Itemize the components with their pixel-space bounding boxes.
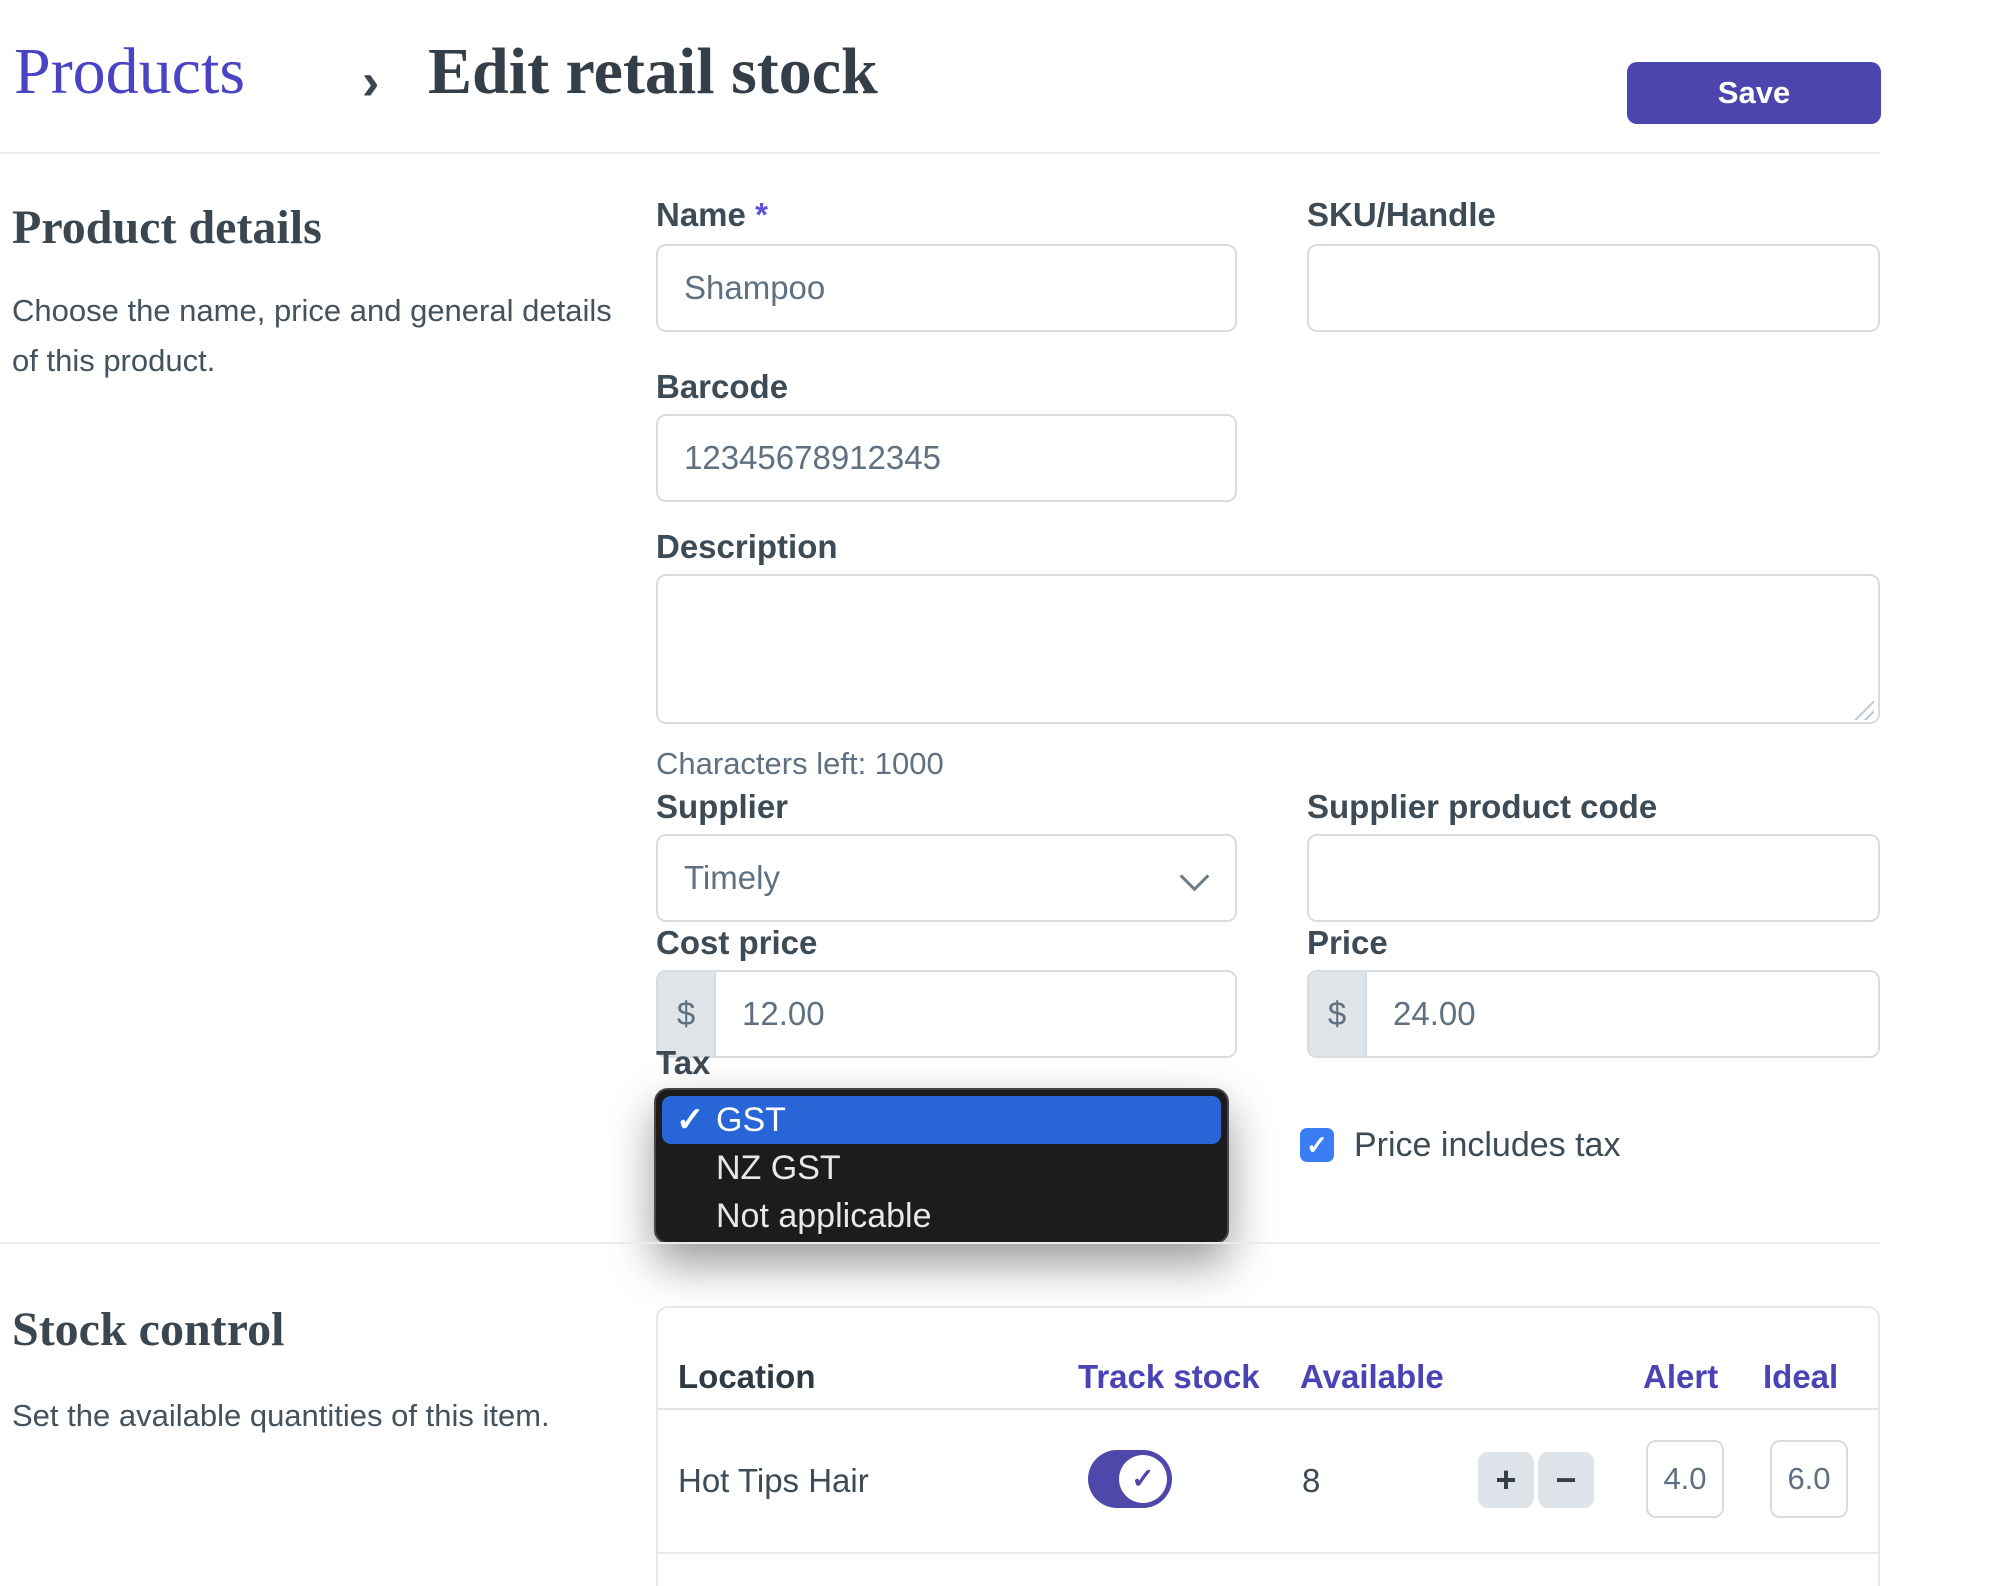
stock-control-heading: Stock control	[12, 1303, 285, 1356]
cost-price-input[interactable]	[716, 972, 1235, 1056]
alert-quantity-input[interactable]	[1646, 1440, 1724, 1518]
increment-available-button[interactable]: +	[1478, 1452, 1534, 1508]
barcode-label: Barcode	[656, 368, 789, 405]
table-row-divider	[658, 1552, 1878, 1554]
tax-option-nz-gst-label: NZ GST	[716, 1149, 841, 1187]
tax-option-nz-gst[interactable]: NZ GST	[662, 1144, 1221, 1192]
price-includes-tax-checkbox[interactable]: ✓	[1300, 1128, 1334, 1162]
barcode-input[interactable]	[656, 414, 1237, 502]
description-label: Description	[656, 528, 838, 565]
name-label-text: Name	[656, 196, 746, 233]
supplier-label: Supplier	[656, 788, 789, 825]
price-group: $	[1307, 970, 1880, 1058]
price-includes-tax-label: Price includes tax	[1354, 1126, 1621, 1164]
sku-handle-label: SKU/Handle	[1307, 196, 1496, 233]
price-currency-prefix: $	[1309, 972, 1367, 1056]
checkmark-icon: ✓	[1131, 1463, 1155, 1494]
available-count: 8	[1302, 1462, 1321, 1499]
column-header-alert: Alert	[1643, 1358, 1719, 1395]
stock-control-description: Set the available quantities of this ite…	[12, 1398, 550, 1433]
location-cell: Hot Tips Hair	[678, 1462, 869, 1499]
column-header-location: Location	[678, 1358, 816, 1395]
supplier-product-code-label: Supplier product code	[1307, 788, 1658, 825]
tax-option-gst[interactable]: ✓ GST	[662, 1096, 1221, 1144]
header-divider	[0, 152, 1880, 154]
description-textarea[interactable]	[656, 574, 1880, 724]
column-header-track-stock: Track stock	[1078, 1358, 1260, 1395]
cost-price-label: Cost price	[656, 924, 818, 961]
product-details-heading: Product details	[12, 201, 322, 254]
cost-price-group: $	[656, 970, 1237, 1058]
column-header-ideal: Ideal	[1763, 1358, 1839, 1395]
column-header-available: Available	[1300, 1358, 1444, 1395]
supplier-select[interactable]: Timely	[656, 834, 1237, 922]
cost-price-currency-prefix: $	[658, 972, 716, 1056]
ideal-quantity-input[interactable]	[1770, 1440, 1848, 1518]
sku-handle-input[interactable]	[1307, 244, 1880, 332]
section-divider	[0, 1242, 1880, 1244]
price-input[interactable]	[1367, 972, 1878, 1056]
supplier-selected-value: Timely	[684, 859, 780, 896]
tax-option-gst-label: GST	[716, 1101, 786, 1139]
tax-label: Tax	[656, 1044, 711, 1081]
chevron-down-icon	[1179, 861, 1210, 892]
tax-option-not-applicable-label: Not applicable	[716, 1197, 932, 1235]
supplier-product-code-input[interactable]	[1307, 834, 1880, 922]
decrement-available-button[interactable]: −	[1538, 1452, 1594, 1508]
breadcrumb-chevron-icon: ›	[362, 53, 380, 111]
tax-dropdown-menu: ✓ GST NZ GST Not applicable	[654, 1088, 1229, 1244]
price-label: Price	[1307, 924, 1388, 961]
name-label: Name *	[656, 196, 768, 234]
track-stock-toggle[interactable]: ✓	[1088, 1450, 1172, 1508]
toggle-knob: ✓	[1119, 1455, 1167, 1503]
characters-left-counter: Characters left: 1000	[656, 746, 944, 781]
name-input[interactable]	[656, 244, 1237, 332]
breadcrumb-products-link[interactable]: Products	[14, 35, 245, 108]
page-title: Edit retail stock	[428, 35, 878, 108]
required-asterisk: *	[755, 196, 768, 233]
product-details-description: Choose the name, price and general detai…	[12, 293, 612, 378]
table-header-divider	[658, 1408, 1878, 1410]
checkmark-icon: ✓	[1306, 1130, 1328, 1160]
tax-option-not-applicable[interactable]: Not applicable	[662, 1192, 1221, 1240]
save-button[interactable]: Save	[1627, 62, 1881, 124]
checkmark-icon: ✓	[676, 1101, 705, 1139]
